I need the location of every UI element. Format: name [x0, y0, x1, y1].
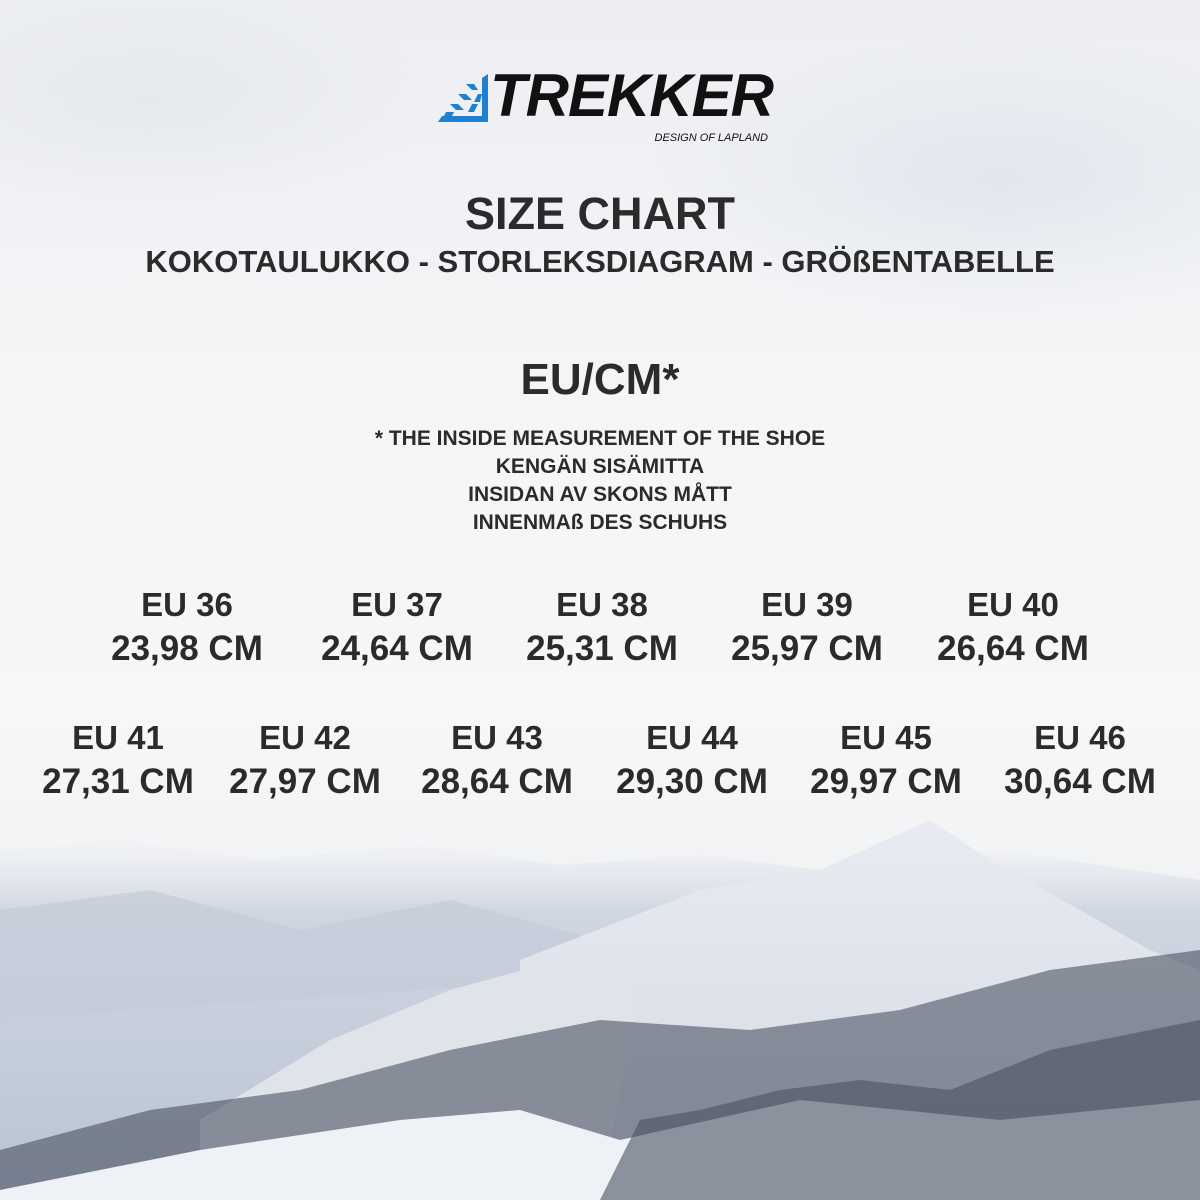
size-item: EU 40 26,64 CM [923, 588, 1103, 666]
eu-size: EU 46 [1034, 719, 1126, 756]
size-item: EU 39 25,97 CM [717, 588, 897, 666]
brand-name: TREKKER [490, 62, 774, 129]
size-item: EU 44 29,30 CM [602, 721, 782, 799]
note-line: KENGÄN SISÄMITTA [495, 455, 705, 478]
cm-length: 27,97 CM [229, 762, 381, 801]
eu-size: EU 41 [72, 719, 164, 756]
page-subtitle: KOKOTAULUKKO - STORLEKSDIAGRAM - GRÖßENT… [145, 244, 1055, 279]
eu-size: EU 36 [141, 586, 233, 623]
eu-size: EU 43 [451, 719, 543, 756]
note-line: * THE INSIDE MEASUREMENT OF THE SHOE [374, 427, 826, 450]
snowy-mountain-landscape [0, 820, 1200, 1200]
cm-length: 24,64 CM [321, 629, 473, 668]
size-item: EU 42 27,97 CM [215, 721, 395, 799]
size-item: EU 45 29,97 CM [796, 721, 976, 799]
cm-length: 25,31 CM [526, 629, 678, 668]
note-line: INNENMAß DES SCHUHS [472, 511, 728, 534]
size-item: EU 46 30,64 CM [990, 721, 1170, 799]
cm-length: 23,98 CM [111, 629, 263, 668]
size-item: EU 41 27,31 CM [28, 721, 208, 799]
eu-size: EU 45 [840, 719, 932, 756]
size-item: EU 36 23,98 CM [97, 588, 277, 666]
eu-size: EU 38 [556, 586, 648, 623]
eu-size: EU 42 [259, 719, 351, 756]
cm-length: 27,31 CM [42, 762, 194, 801]
unit-heading: EU/CM* [520, 355, 680, 404]
page-title: SIZE CHART [465, 188, 735, 239]
note-line: INSIDAN AV SKONS MÅTT [468, 483, 732, 506]
eu-size: EU 40 [967, 586, 1059, 623]
snowflake-icon [438, 74, 488, 122]
eu-size: EU 37 [351, 586, 443, 623]
size-item: EU 38 25,31 CM [512, 588, 692, 666]
eu-size: EU 44 [646, 719, 738, 756]
brand-tagline: DESIGN OF LAPLAND [654, 132, 769, 144]
cm-length: 29,30 CM [616, 762, 768, 801]
eu-size: EU 39 [761, 586, 853, 623]
cm-length: 26,64 CM [937, 629, 1089, 668]
cm-length: 29,97 CM [810, 762, 962, 801]
size-item: EU 43 28,64 CM [407, 721, 587, 799]
trekker-logo: TREKKER DESIGN OF LAPLAND [438, 66, 778, 150]
size-item: EU 37 24,64 CM [307, 588, 487, 666]
cm-length: 28,64 CM [421, 762, 573, 801]
cm-length: 25,97 CM [731, 629, 883, 668]
cm-length: 30,64 CM [1004, 762, 1156, 801]
